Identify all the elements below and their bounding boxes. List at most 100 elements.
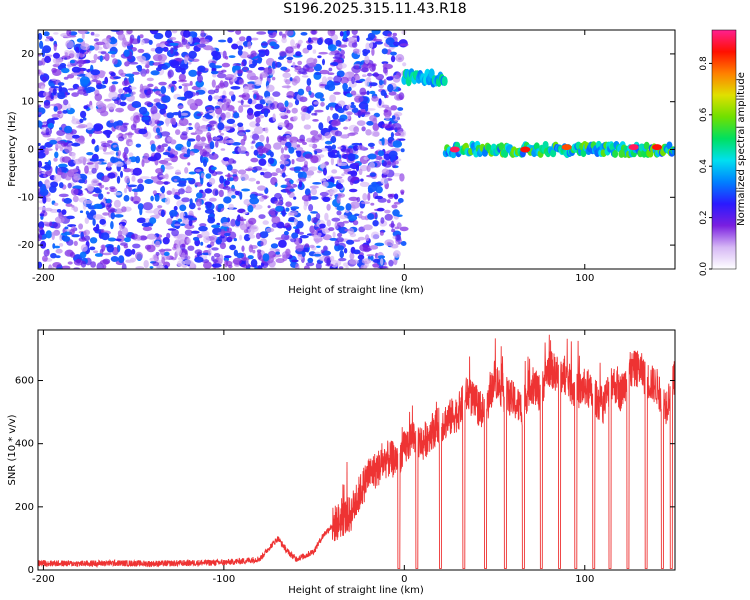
spectrogram-cell — [158, 61, 162, 65]
spectrogram-cell — [307, 257, 314, 263]
spectrogram-cell — [178, 188, 185, 195]
spectrogram-cell — [67, 182, 72, 189]
spectrogram-cell — [402, 62, 407, 67]
spectrogram-cell — [262, 171, 273, 179]
spectrogram-peak — [520, 146, 531, 153]
spectrogram-cell — [178, 118, 189, 127]
spectrogram-cell — [128, 152, 134, 157]
spectrogram-cell — [245, 129, 251, 133]
spectrogram-cell — [203, 45, 213, 51]
spectrogram-cell — [40, 72, 45, 75]
spectrogram-cell — [194, 122, 201, 131]
spectrogram-cell — [343, 247, 348, 254]
spectrogram-cell — [346, 30, 350, 36]
spectrogram-cell — [212, 52, 222, 61]
spectrogram-cell — [42, 91, 50, 97]
spectrogram-cell — [230, 168, 238, 173]
spectrogram-cell — [38, 160, 43, 168]
spectrogram-cell — [384, 115, 391, 121]
spectrogram-cell — [351, 65, 362, 74]
spectrogram-cell — [297, 138, 306, 143]
spectrogram-cell — [65, 133, 75, 140]
spectrogram-cell — [252, 249, 256, 254]
spectrogram-cell — [128, 61, 139, 65]
spectrogram-cell — [340, 76, 349, 85]
spectrogram-cell — [62, 99, 69, 106]
spectrogram-cell — [107, 237, 117, 242]
spectrogram-cell — [369, 115, 377, 122]
spectrogram-cell — [224, 180, 230, 186]
spectrogram-cell — [91, 138, 96, 145]
spectrogram-cell — [154, 134, 161, 140]
spectrogram-cell — [180, 112, 189, 116]
spectrogram-cell — [238, 94, 247, 98]
spectrogram-cell — [95, 80, 102, 85]
spectrogram-cell — [271, 76, 276, 81]
spectrogram-cell — [43, 102, 51, 109]
spectrogram-cell — [227, 158, 235, 164]
spectrogram-cell — [247, 41, 252, 49]
spectrogram-cell — [337, 232, 343, 238]
spectrogram-cell — [349, 252, 355, 260]
spectrogram-cell — [374, 41, 383, 45]
spectrogram-cell — [315, 262, 322, 269]
spectrogram-cell — [144, 64, 150, 69]
spectrogram-peak — [628, 144, 639, 151]
spectrogram-cell — [231, 94, 236, 102]
spectrogram-cell — [307, 214, 312, 222]
spectrogram-cell — [144, 179, 154, 184]
spectrogram-cell — [308, 193, 312, 202]
spectrogram-cell — [363, 224, 373, 231]
spectrogram-cell — [123, 146, 129, 155]
spectrogram-cell — [400, 241, 407, 246]
spectrogram-cell — [92, 214, 103, 220]
spectrogram-cell — [146, 77, 154, 82]
spectrogram-cell — [233, 249, 239, 257]
spectrogram-cell — [166, 232, 171, 239]
spectrogram-cell — [273, 142, 282, 150]
spectrogram-cell — [69, 252, 76, 258]
spectrogram-cell — [106, 245, 115, 253]
spectrogram-cell — [290, 206, 300, 210]
spectrogram-cell — [158, 193, 166, 199]
spectrogram-cell — [326, 203, 331, 211]
spectrogram-cell — [74, 52, 80, 59]
spectrogram-cell — [203, 235, 210, 244]
spectrogram-cell — [94, 145, 99, 153]
spectrogram-cell — [156, 103, 166, 110]
spectrogram-cell — [347, 153, 356, 162]
spectrogram-cell — [193, 33, 198, 38]
spectrogram-cell — [252, 133, 260, 141]
spectrogram-cell — [281, 172, 286, 178]
spectrogram-cell — [218, 203, 224, 209]
spectrogram-cell — [230, 86, 241, 90]
spectrogram-cell — [272, 91, 281, 97]
spectrogram-cell — [289, 188, 295, 192]
y-tick-label: 10 — [21, 97, 34, 108]
spectrogram-cell — [392, 140, 403, 148]
spectrogram-cell — [328, 227, 335, 232]
spectrogram-cell — [129, 86, 137, 90]
spectrogram-cell — [179, 212, 186, 220]
spectrogram-cell — [359, 78, 366, 82]
spectrogram-cell — [291, 77, 298, 86]
spectrogram-cell — [228, 203, 234, 210]
spectrogram-cell — [165, 197, 171, 205]
spectrogram-cell — [370, 202, 375, 206]
spectrogram-cell — [121, 39, 128, 48]
spectrogram-cell — [123, 49, 130, 57]
spectrogram-cell — [50, 181, 59, 188]
spectrogram-cell — [51, 67, 57, 73]
spectrogram-cell — [338, 257, 347, 262]
spectrogram-cell — [218, 189, 224, 198]
spectrogram-cell — [293, 196, 297, 200]
spectrogram-cell — [297, 88, 305, 96]
spectrogram-cell — [359, 181, 370, 187]
spectrogram-cell — [100, 184, 105, 189]
spectrogram-cell — [397, 88, 402, 91]
spectrogram-cell — [247, 54, 254, 59]
spectrogram-cell — [204, 188, 213, 194]
spectrogram-cell — [149, 217, 157, 225]
spectrogram-cell — [253, 111, 261, 117]
spectrogram-cell — [215, 171, 224, 175]
